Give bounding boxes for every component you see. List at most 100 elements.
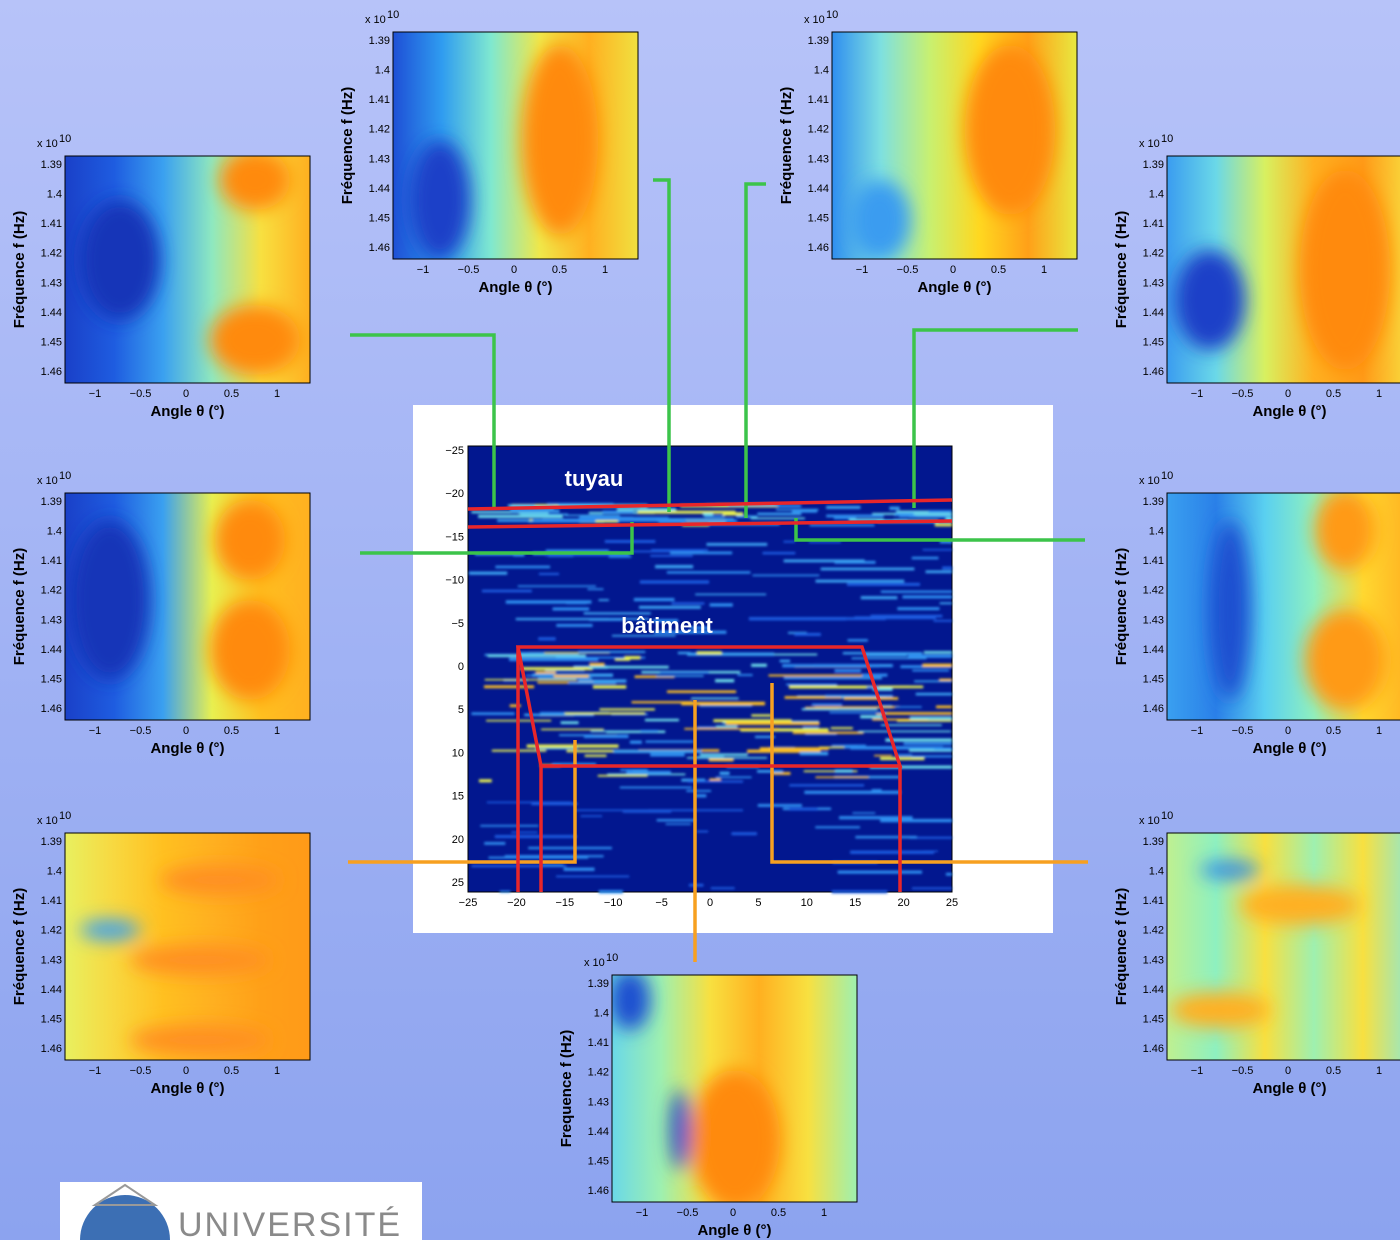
exponent-power: 10 [826,9,838,21]
x-tick-label: −0.5 [677,1207,699,1219]
exponent-base: x 10 [584,957,605,969]
streak [895,754,913,757]
y-tick-label: 1.41 [1143,555,1164,567]
x-tick-label: 0 [707,897,713,909]
streak [819,746,849,749]
streak [851,657,927,660]
exponent-base: x 10 [365,14,386,26]
heatmap-blob [80,200,160,320]
x-tick-label: −0.5 [458,264,480,276]
streak [783,540,796,543]
streak [532,518,596,523]
y-tick-label: −25 [445,445,464,457]
streak [656,519,738,523]
exponent-base: x 10 [804,14,825,26]
heatmap-border [1166,492,1400,721]
streak [537,681,594,684]
y-tick-label: 1.4 [47,526,62,538]
streak [619,786,693,789]
streak [911,887,952,890]
heatmap-image [1167,493,1400,720]
streak [589,662,605,666]
streak [757,512,802,516]
heatmap-blob [410,140,470,259]
streak [731,832,757,836]
streak [528,651,610,654]
x-tick-label: −1 [89,725,102,737]
streak [655,564,694,569]
streak [687,757,768,759]
y-tick-label: 1.46 [41,366,62,378]
streak [689,626,710,630]
x-axis-label: Angle θ (°) [697,1222,771,1239]
y-tick-label: 1.43 [1143,614,1164,626]
x-tick-label: 20 [897,897,909,909]
streak [564,712,646,715]
streak [939,602,952,605]
streak [911,556,939,560]
y-tick-label: 1.43 [41,954,62,966]
exponent-base: x 10 [1139,815,1160,827]
y-tick-label: 1.41 [808,94,829,106]
streak [631,701,693,704]
y-tick-label: 1.4 [594,1008,609,1020]
y-tick-label: 0 [458,661,464,673]
heatmap-blobs [80,156,300,375]
y-tick-label: 1.39 [1143,836,1164,848]
streak [510,509,560,513]
streak [566,602,587,605]
streak [837,870,922,874]
y-tick-label: 1.42 [369,124,390,136]
streak [704,515,725,518]
exponent-power: 10 [59,810,71,822]
y-tick-label: 1.41 [1143,218,1164,230]
heatmap-border [611,974,858,1203]
streak [639,580,710,584]
streak [602,510,634,514]
streak [511,831,538,834]
streak [607,773,686,776]
streak [656,675,704,677]
x-axis-label: Angle θ (°) [150,1080,224,1097]
streak [578,650,646,653]
streak [612,634,676,637]
x-axis-label: Angle θ (°) [478,279,552,296]
streak [584,754,607,757]
x-axis-label: Angle θ (°) [1252,740,1326,757]
streak [820,567,915,571]
heatmap-panel: 1.39 1.4 1.41 1.42 1.43 1.44 1.45 1.46 −1 −0.5 0 0.… [1113,133,1400,420]
connectors [348,178,1088,962]
streak [486,801,572,804]
exponent-power: 10 [1161,133,1173,145]
streak [509,657,599,662]
streak [719,771,730,775]
streak [759,747,829,750]
heatmap-border [64,155,311,384]
streak [622,811,672,813]
streak [814,706,895,709]
streak [715,776,752,779]
streak [650,753,685,757]
x-tick-label: 0 [950,264,956,276]
heatmap-border [1166,832,1400,1061]
y-tick-label: −5 [451,618,464,630]
streak [825,694,893,698]
streak [939,678,952,681]
streak [671,602,705,605]
heatmap-blob [215,500,285,580]
streak [518,511,549,515]
heatmap-blobs [1175,170,1390,370]
y-axis-label: Fréquence f (Hz) [1113,211,1130,329]
x-tick-label: 10 [801,897,813,909]
streak [480,824,539,827]
heatmap-image [612,975,857,1202]
streak [484,679,577,681]
streak [528,846,612,850]
heatmap-image [65,156,310,383]
y-tick-label: 1.42 [1143,585,1164,597]
streak [545,669,585,672]
streak [784,696,842,699]
streak [843,697,899,700]
streak [871,789,882,792]
streak [599,708,655,711]
